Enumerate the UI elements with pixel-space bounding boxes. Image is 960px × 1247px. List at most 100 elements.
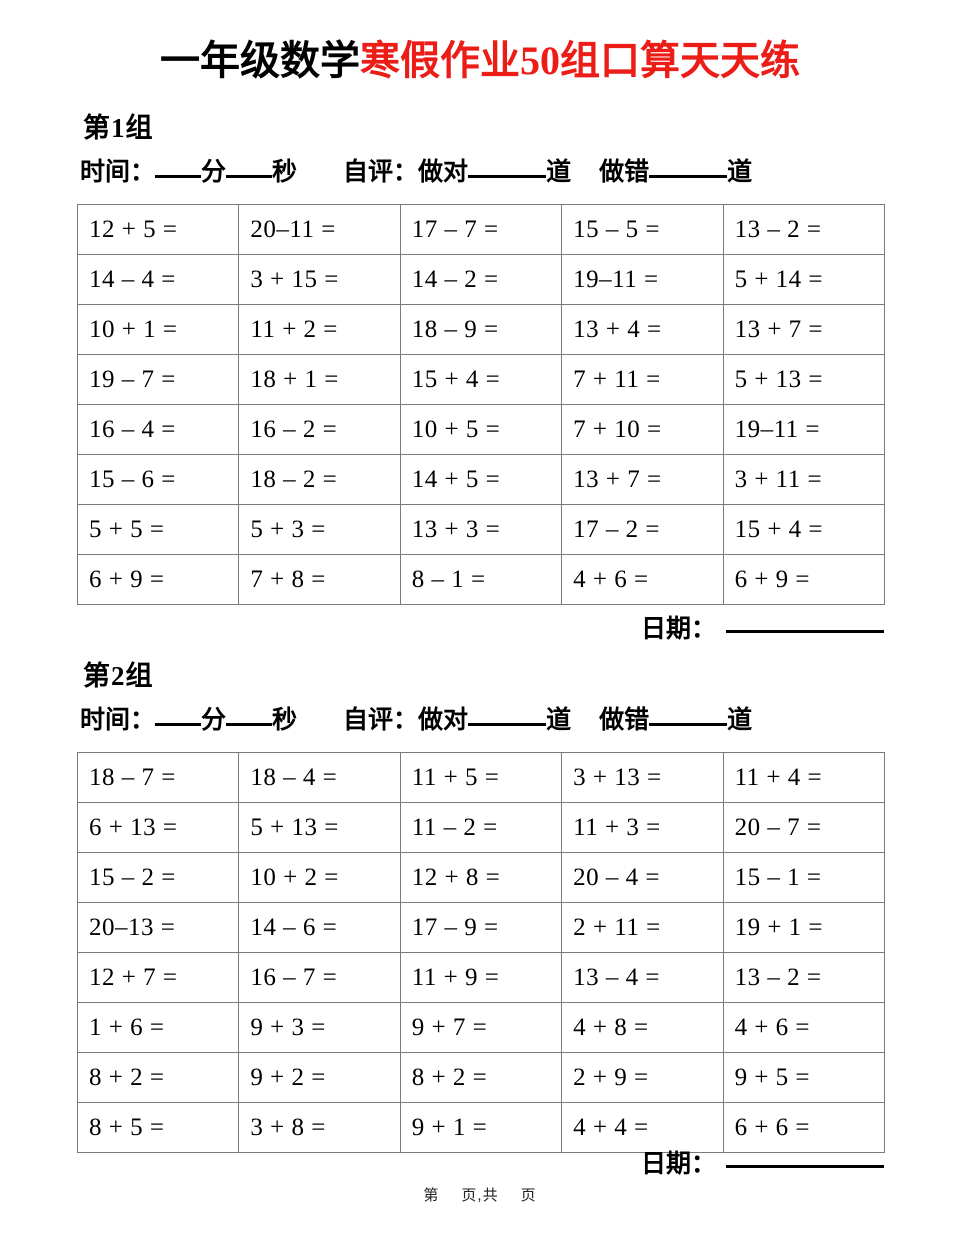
problem-cell[interactable]: 15 – 6 = (76, 454, 240, 505)
problem-cell[interactable]: 7 + 11 = (561, 354, 724, 405)
problem-cell[interactable]: 15 – 5 = (561, 204, 724, 255)
problem-cell[interactable]: 4 + 6 = (561, 554, 724, 605)
problem-cell[interactable]: 7 + 10 = (561, 404, 724, 455)
problem-cell[interactable]: 7 + 8 = (238, 554, 401, 605)
problem-cell[interactable]: 9 + 3 = (238, 1002, 401, 1053)
minute-unit-1: 分 (201, 159, 227, 186)
problem-cell[interactable]: 16 – 4 = (76, 404, 240, 455)
second-blank-2[interactable] (226, 723, 273, 726)
problem-cell[interactable]: 18 – 7 = (76, 752, 240, 803)
problem-cell[interactable]: 11 + 5 = (399, 752, 563, 803)
problem-cell[interactable]: 18 – 4 = (238, 752, 401, 803)
problem-cell[interactable]: 8 + 2 = (76, 1052, 240, 1103)
minute-blank-2[interactable] (155, 723, 202, 726)
problem-cell[interactable]: 14 – 6 = (238, 902, 401, 953)
correct-count-blank-2[interactable] (468, 723, 547, 726)
problem-cell[interactable]: 8 – 1 = (399, 554, 563, 605)
time-label-1: 时间： (80, 159, 156, 186)
problem-cell[interactable]: 6 + 6 = (722, 1102, 885, 1153)
problem-cell[interactable]: 11 + 3 = (561, 802, 724, 853)
problem-cell[interactable]: 19–11 = (561, 254, 724, 305)
problem-cell[interactable]: 5 + 3 = (238, 504, 401, 555)
correct-count-blank-1[interactable] (468, 175, 547, 178)
problem-cell[interactable]: 3 + 8 = (238, 1102, 401, 1153)
date-blank-2[interactable] (726, 1165, 884, 1168)
problem-cell[interactable]: 4 + 8 = (561, 1002, 724, 1053)
problem-cell[interactable]: 20–11 = (238, 204, 401, 255)
problem-cell[interactable]: 5 + 13 = (238, 802, 401, 853)
problem-cell[interactable]: 13 – 2 = (722, 204, 885, 255)
problem-cell[interactable]: 13 + 7 = (722, 304, 885, 355)
problem-cell[interactable]: 17 – 7 = (399, 204, 563, 255)
problem-cell[interactable]: 13 + 3 = (399, 504, 563, 555)
table-row: 1 + 6 = 9 + 3 = 9 + 7 = 4 + 8 = 4 + 6 = (76, 1002, 885, 1053)
problem-cell[interactable]: 20–13 = (76, 902, 240, 953)
problem-cell[interactable]: 12 + 5 = (76, 204, 240, 255)
problem-cell[interactable]: 8 + 2 = (399, 1052, 563, 1103)
problem-cell[interactable]: 4 + 4 = (561, 1102, 724, 1153)
problem-cell[interactable]: 18 – 2 = (238, 454, 401, 505)
wrong-count-blank-2[interactable] (649, 723, 728, 726)
problem-cell[interactable]: 10 + 2 = (238, 852, 401, 903)
problem-cell[interactable]: 4 + 6 = (722, 1002, 885, 1053)
problem-cell[interactable]: 8 + 5 = (76, 1102, 240, 1153)
problem-cell[interactable]: 5 + 13 = (722, 354, 885, 405)
minute-blank-1[interactable] (155, 175, 202, 178)
problem-cell[interactable]: 13 – 4 = (561, 952, 724, 1003)
table-row: 20–13 = 14 – 6 = 17 – 9 = 2 + 11 = 19 + … (76, 902, 885, 953)
problem-cell[interactable]: 11 + 4 = (722, 752, 885, 803)
table-row: 6 + 9 = 7 + 8 = 8 – 1 = 4 + 6 = 6 + 9 = (76, 554, 885, 605)
problem-cell[interactable]: 2 + 9 = (561, 1052, 724, 1103)
problem-cell[interactable]: 10 + 1 = (76, 304, 240, 355)
problem-cell[interactable]: 10 + 5 = (399, 404, 563, 455)
wrong-count-blank-1[interactable] (649, 175, 728, 178)
problem-cell[interactable]: 11 – 2 = (399, 802, 563, 853)
second-unit-1: 秒 (272, 159, 298, 186)
table-row: 10 + 1 = 11 + 2 = 18 – 9 = 13 + 4 = 13 +… (76, 304, 885, 355)
problem-cell[interactable]: 13 + 4 = (561, 304, 724, 355)
second-blank-1[interactable] (226, 175, 273, 178)
problem-cell[interactable]: 15 – 2 = (76, 852, 240, 903)
footer-total-prefix: 共 (482, 1187, 499, 1204)
problem-cell[interactable]: 11 + 2 = (238, 304, 401, 355)
problem-cell[interactable]: 18 + 1 = (238, 354, 401, 405)
problem-cell[interactable]: 19 + 1 = (722, 902, 885, 953)
problem-cell[interactable]: 17 – 9 = (399, 902, 563, 953)
problem-cell[interactable]: 13 + 7 = (561, 454, 724, 505)
problem-cell[interactable]: 6 + 9 = (76, 554, 240, 605)
problem-cell[interactable]: 2 + 11 = (561, 902, 724, 953)
problem-cell[interactable]: 19 – 7 = (76, 354, 240, 405)
problem-cell[interactable]: 3 + 11 = (722, 454, 885, 505)
problem-cell[interactable]: 14 – 2 = (399, 254, 563, 305)
problem-cell[interactable]: 17 – 2 = (561, 504, 724, 555)
date-blank-1[interactable] (726, 630, 884, 633)
table-row: 12 + 5 = 20–11 = 17 – 7 = 15 – 5 = 13 – … (76, 204, 885, 255)
problem-cell[interactable]: 9 + 7 = (399, 1002, 563, 1053)
problem-cell[interactable]: 16 – 2 = (238, 404, 401, 455)
problem-cell[interactable]: 12 + 8 = (399, 852, 563, 903)
problem-cell[interactable]: 3 + 15 = (238, 254, 401, 305)
problem-cell[interactable]: 15 – 1 = (722, 852, 885, 903)
problem-cell[interactable]: 9 + 1 = (399, 1102, 563, 1153)
problem-cell[interactable]: 15 + 4 = (399, 354, 563, 405)
problem-cell[interactable]: 16 – 7 = (238, 952, 401, 1003)
problem-cell[interactable]: 6 + 13 = (76, 802, 240, 853)
problem-cell[interactable]: 13 – 2 = (722, 952, 885, 1003)
problem-cell[interactable]: 3 + 13 = (561, 752, 724, 803)
problem-cell[interactable]: 20 – 7 = (722, 802, 885, 853)
problem-cell[interactable]: 20 – 4 = (561, 852, 724, 903)
problem-cell[interactable]: 19–11 = (722, 404, 885, 455)
table-row: 18 – 7 = 18 – 4 = 11 + 5 = 3 + 13 = 11 +… (76, 752, 885, 803)
problem-cell[interactable]: 11 + 9 = (399, 952, 563, 1003)
problem-cell[interactable]: 6 + 9 = (722, 554, 885, 605)
problem-cell[interactable]: 12 + 7 = (76, 952, 240, 1003)
problem-cell[interactable]: 14 – 4 = (76, 254, 240, 305)
problem-cell[interactable]: 18 – 9 = (399, 304, 563, 355)
problem-cell[interactable]: 9 + 2 = (238, 1052, 401, 1103)
problem-cell[interactable]: 1 + 6 = (76, 1002, 240, 1053)
problem-cell[interactable]: 5 + 5 = (76, 504, 240, 555)
problem-cell[interactable]: 14 + 5 = (399, 454, 563, 505)
problem-cell[interactable]: 15 + 4 = (722, 504, 885, 555)
problem-cell[interactable]: 5 + 14 = (722, 254, 885, 305)
problem-cell[interactable]: 9 + 5 = (722, 1052, 885, 1103)
